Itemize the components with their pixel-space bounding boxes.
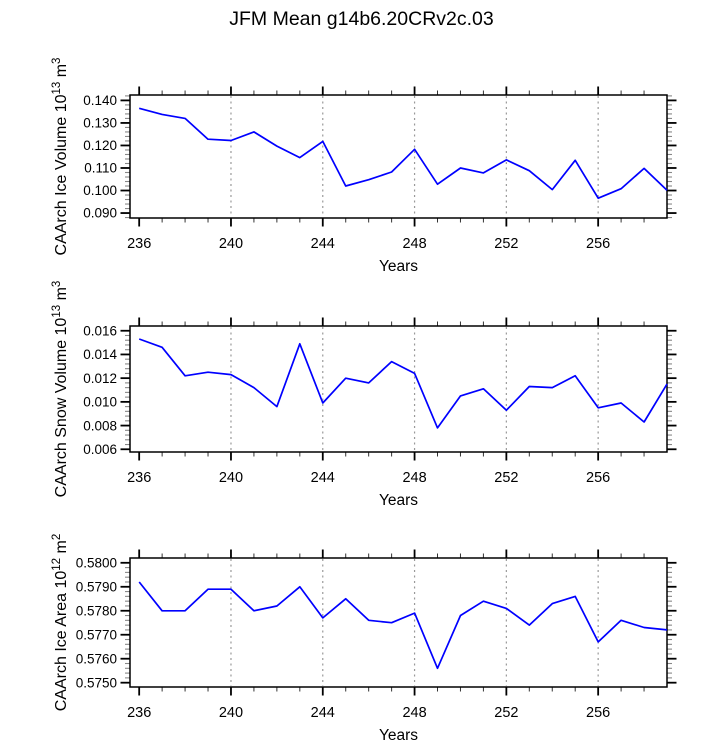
panel-2: 236 240 244 248 252 256 0.006 0.008 0.010 0.012 0.… xyxy=(51,281,677,509)
x-tick-label: 244 xyxy=(311,470,335,486)
x-tick-label: 236 xyxy=(127,705,151,721)
x-axis-title: Years xyxy=(379,492,418,509)
x-tick-label: 240 xyxy=(219,236,243,252)
plot-border xyxy=(129,325,668,453)
plot-border xyxy=(129,557,668,688)
x-tick-label: 248 xyxy=(402,236,426,252)
y-tick-label: 0.5800 xyxy=(76,555,117,570)
y-tick-label: 0.090 xyxy=(83,206,117,221)
x-tick-label: 244 xyxy=(311,705,335,721)
y-tick-label: 0.100 xyxy=(83,183,117,198)
y-axis-title: CAArch Snow Volume 1013 m3 xyxy=(51,281,70,498)
x-tick-label: 252 xyxy=(494,705,518,721)
y-tick-label: 0.5790 xyxy=(76,579,117,594)
y-tick-label: 0.014 xyxy=(83,347,117,362)
x-tick-label: 248 xyxy=(402,705,426,721)
y-tick-label: 0.016 xyxy=(83,323,117,338)
y-tick-label: 0.5750 xyxy=(76,675,117,690)
x-tick-label: 252 xyxy=(494,236,518,252)
y-tick-label: 0.140 xyxy=(83,93,117,108)
data-line xyxy=(138,581,668,670)
x-tick-label: 256 xyxy=(586,470,610,486)
y-tick-label: 0.012 xyxy=(83,371,117,386)
x-tick-label: 244 xyxy=(311,236,335,252)
y-tick-label: 0.008 xyxy=(83,418,117,433)
data-line xyxy=(138,107,668,200)
y-tick-label: 0.120 xyxy=(83,138,117,153)
y-tick-label: 0.5760 xyxy=(76,651,117,666)
y-tick-label: 0.110 xyxy=(84,161,117,176)
x-tick-label: 236 xyxy=(127,236,151,252)
chart-title: JFM Mean g14b6.20CRv2c.03 xyxy=(229,8,494,30)
data-line xyxy=(138,338,668,429)
y-tick-label: 0.010 xyxy=(83,395,117,410)
x-tick-label: 256 xyxy=(586,236,610,252)
y-tick-label: 0.006 xyxy=(83,442,117,457)
y-tick-label: 0.5770 xyxy=(76,627,117,642)
x-axis-title: Years xyxy=(379,258,418,275)
panel-3: 236 240 244 248 252 256 0.5750 0.5760 0.5770 0.57… xyxy=(51,534,677,742)
x-axis-title: Years xyxy=(379,727,418,742)
plot-border xyxy=(129,94,668,219)
y-tick-label: 0.5780 xyxy=(76,603,117,618)
x-tick-label: 256 xyxy=(586,705,610,721)
x-tick-label: 252 xyxy=(494,470,518,486)
x-tick-label: 236 xyxy=(127,470,151,486)
y-tick-label: 0.130 xyxy=(83,116,117,131)
panel-1: 236 240 244 248 252 256 0.090 0.100 0.110 0.120 0.… xyxy=(51,58,677,275)
x-tick-label: 240 xyxy=(219,705,243,721)
y-axis-title: CAArch Ice Volume 1013 m3 xyxy=(51,58,70,256)
y-axis-title: CAArch Ice Area 1012 m2 xyxy=(51,534,70,712)
x-tick-label: 248 xyxy=(402,470,426,486)
x-tick-label: 240 xyxy=(219,470,243,486)
